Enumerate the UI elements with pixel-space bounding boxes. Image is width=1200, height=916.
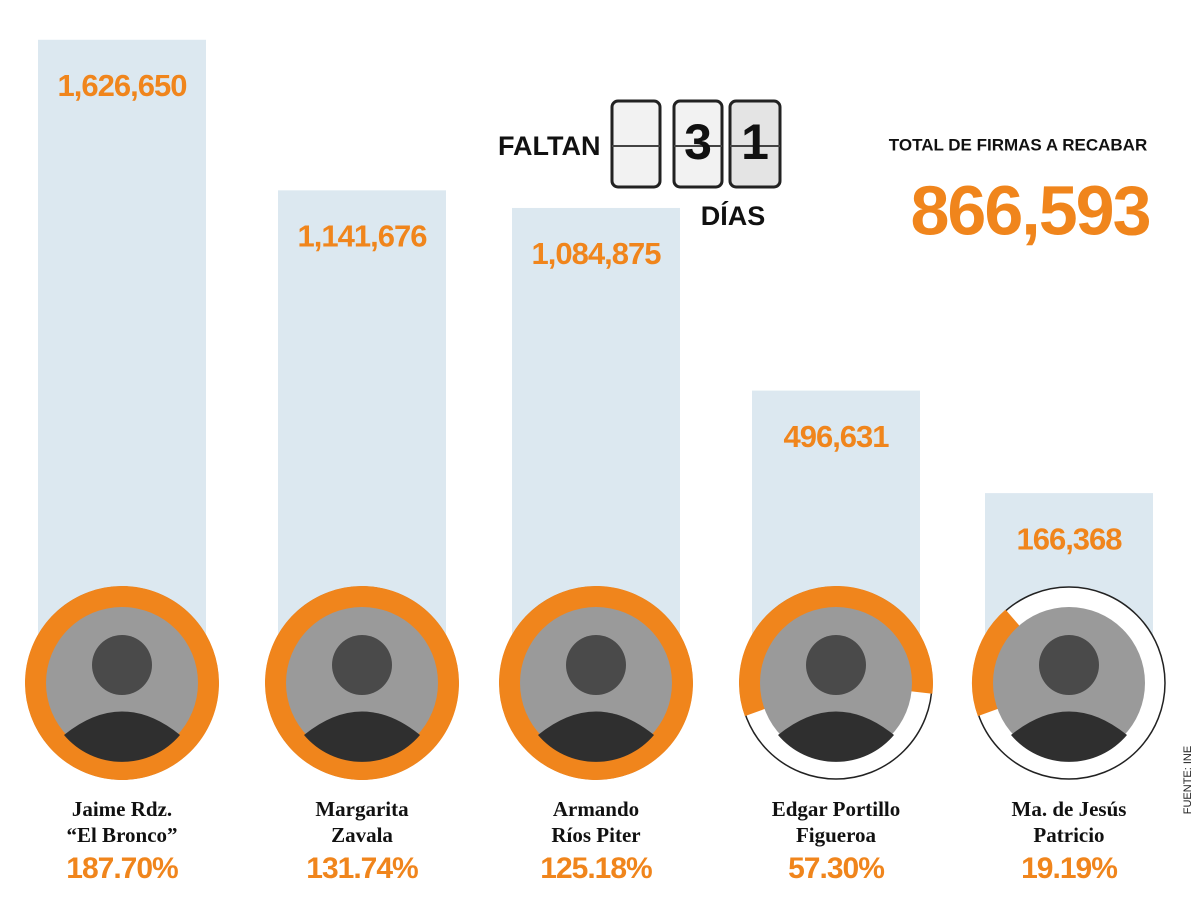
flip-box <box>728 99 782 189</box>
candidate-name: Margarita Zavala <box>315 797 409 847</box>
candidate <box>499 586 693 781</box>
candidate-name: Jaime Rdz. “El Bronco” <box>66 797 178 847</box>
countdown-prefix: FALTAN <box>498 131 600 161</box>
percent-label: 19.19% <box>1021 852 1118 885</box>
countdown-digit: 1 <box>741 114 769 170</box>
flip-box <box>672 99 724 189</box>
candidate <box>25 586 219 780</box>
candidate-name: Ma. de Jesús Patricio <box>1011 797 1127 847</box>
candidate <box>265 585 459 780</box>
countdown: FALTAN 3 1 DÍAS <box>498 99 782 231</box>
percent-label: 125.18% <box>540 852 652 885</box>
photo-head <box>332 635 392 695</box>
percent-label: 131.74% <box>306 852 418 885</box>
total-value: 866,593 <box>910 171 1149 249</box>
photo-head <box>92 635 152 695</box>
percent-label: 187.70% <box>66 852 178 885</box>
photo-head <box>806 635 866 695</box>
photo-body <box>64 711 180 762</box>
value-label: 1,626,650 <box>58 68 187 103</box>
photo-body <box>778 711 894 762</box>
value-label: 1,141,676 <box>298 219 428 254</box>
photo-body <box>1011 711 1127 762</box>
photo-body <box>538 711 654 762</box>
bars: 1,626,650 1,141,676 1,084,875 496,631 166,36… <box>25 39 1166 781</box>
photo-head <box>1039 635 1099 695</box>
photo-body <box>304 711 420 762</box>
progress-ring <box>25 586 219 780</box>
candidate-name: Edgar Portillo Figueroa <box>771 797 901 847</box>
countdown-digit: 3 <box>684 114 712 170</box>
total-title: TOTAL DE FIRMAS A RECABAR <box>889 135 1147 154</box>
flip-box <box>610 99 662 189</box>
candidate-name: Armando Ríos Piter <box>551 797 641 847</box>
progress-ring <box>265 585 459 780</box>
progress-ring <box>499 586 693 781</box>
photo-head <box>566 635 626 695</box>
value-label: 1,084,875 <box>532 236 662 271</box>
percent-label: 57.30% <box>788 852 885 885</box>
candidate <box>738 586 933 780</box>
source: FUENTE: INE <box>1182 746 1194 814</box>
countdown-suffix: DÍAS <box>701 200 766 231</box>
value-label: 496,631 <box>783 419 889 454</box>
candidate <box>972 586 1166 780</box>
value-label: 166,368 <box>1016 521 1122 556</box>
